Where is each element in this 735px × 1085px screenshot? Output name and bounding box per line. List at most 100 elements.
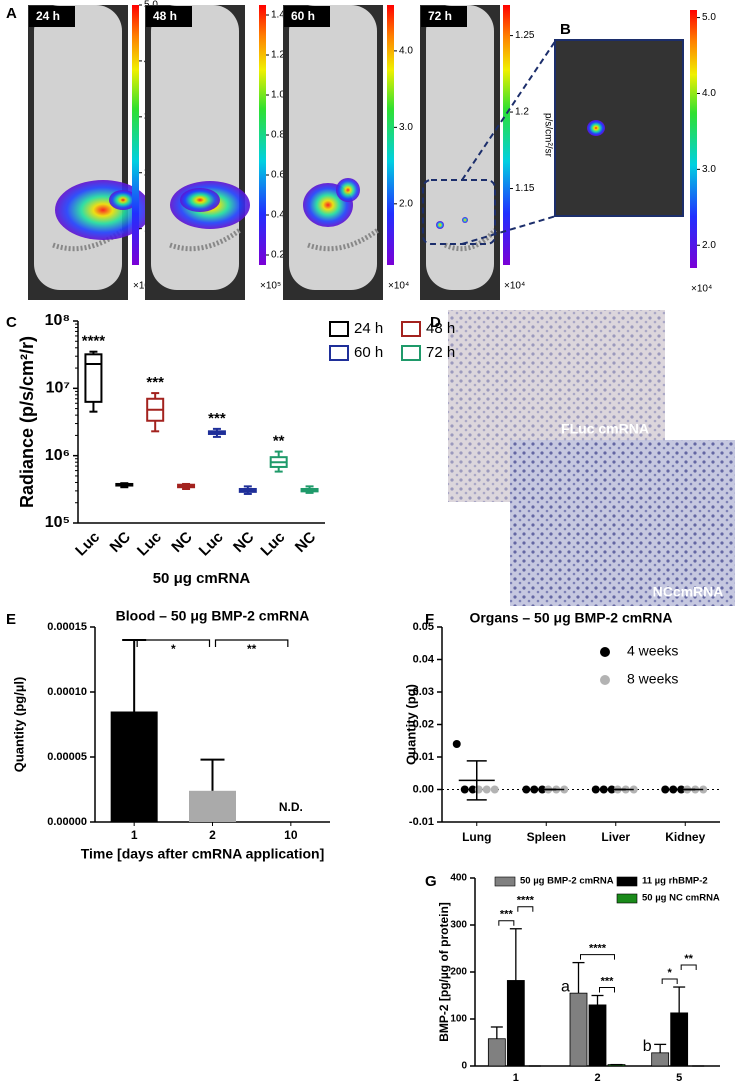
significance-label: *	[171, 642, 176, 656]
legend-label: 48 h	[426, 320, 455, 337]
colorbar	[387, 5, 394, 265]
y-tick-label: 0.00	[413, 783, 434, 795]
significance-label: *	[668, 967, 673, 979]
bar	[569, 992, 588, 1067]
colorbar-label: 1.25	[515, 30, 535, 41]
tail-marker	[443, 228, 497, 252]
legend-marker	[600, 675, 610, 685]
panel-label: B	[560, 21, 571, 38]
legend-label: 72 h	[426, 344, 455, 361]
zoom-box	[422, 179, 496, 245]
bar	[110, 711, 158, 822]
zoom-line	[461, 215, 557, 245]
x-tick-label: Liver	[601, 830, 630, 844]
zoom-line	[461, 39, 557, 181]
time-label: 72 h	[428, 9, 452, 23]
colorbar-label: 0.8	[271, 130, 285, 141]
significance-bracket	[599, 987, 615, 993]
significance-bracket	[517, 906, 534, 912]
colorbar-scale: ×10⁴	[691, 284, 712, 295]
y-tick-label: 300	[450, 920, 467, 931]
legend-swatch	[494, 876, 516, 887]
signal	[180, 188, 220, 212]
panel-label: D	[430, 314, 441, 331]
x-tick-label: Luc	[196, 529, 227, 560]
y-tick-label: 200	[450, 967, 467, 978]
y-axis-label: Radiance (p/s/cm²/r)	[17, 336, 37, 508]
x-tick-label: 2	[594, 1072, 600, 1084]
significance-bracket	[498, 920, 515, 926]
legend-label: 50 µg BMP-2 cmRNA	[520, 876, 614, 887]
y-tick-label: 100	[450, 1014, 467, 1025]
colorbar-label: 3.0	[702, 164, 716, 175]
signal	[336, 178, 360, 202]
x-tick-label: 1	[131, 828, 138, 842]
y-axis-label: BMP-2 [pg/µg of protein]	[437, 902, 451, 1042]
time-label: 48 h	[153, 9, 177, 23]
y-tick-label: 0.05	[413, 621, 434, 633]
y-tick-label: 0	[461, 1061, 467, 1072]
time-badge	[421, 6, 467, 27]
y-axis-label: Quantity (pg/µl)	[11, 677, 26, 773]
legend-label: 4 weeks	[627, 643, 678, 659]
colorbar-label: 0.4	[271, 210, 285, 221]
unit-label: p/s/cm²/sr	[542, 113, 553, 158]
colorbar-label: 1.4	[271, 10, 285, 21]
chart-title: Organs – 50 μg BMP-2 cmRNA	[469, 610, 672, 626]
time-label: 60 h	[291, 9, 315, 23]
legend-label: 24 h	[354, 320, 383, 337]
data-point	[468, 785, 477, 794]
x-tick-label: 1	[513, 1072, 519, 1084]
significance-bracket	[680, 964, 697, 971]
colorbar-scale: ×10⁵	[133, 281, 154, 292]
x-axis-label: 50 μg cmRNA	[153, 570, 251, 587]
y-tick-label: 10⁵	[45, 514, 70, 531]
x-tick-label: Luc	[257, 529, 288, 560]
x-tick-label: Luc	[134, 529, 165, 560]
x-tick-label: NC	[107, 529, 134, 556]
time-badge	[146, 6, 192, 27]
y-tick-label: 0.00000	[47, 816, 87, 828]
significance-bracket	[214, 639, 289, 647]
colorbar-label: 0.2	[271, 250, 285, 261]
significance-label: ***	[208, 410, 226, 427]
legend-marker	[600, 647, 610, 657]
significance-label: **	[273, 433, 285, 450]
legend-label: 50 µg NC cmRNA	[642, 893, 720, 904]
data-point	[482, 785, 491, 794]
colorbar	[690, 10, 697, 268]
mouse-body	[426, 5, 494, 290]
bar	[651, 1052, 670, 1067]
data-point	[474, 785, 483, 794]
time-badge	[284, 6, 330, 27]
x-tick-label: 5	[676, 1072, 682, 1084]
colorbar-label: 2.0	[399, 198, 413, 209]
group-letter: b	[643, 1038, 652, 1055]
legend-swatch	[616, 876, 638, 887]
legend-label: 60 h	[354, 344, 383, 361]
colorbar-label: 1.2	[271, 50, 285, 61]
bar	[189, 790, 236, 822]
colorbar-scale: ×10⁴	[388, 281, 409, 292]
signal	[462, 217, 468, 223]
histology-cells	[510, 440, 735, 606]
zoom-signal	[587, 120, 605, 136]
value-label: N.D.	[279, 800, 303, 814]
histology-label: NCcmRNA	[653, 584, 724, 600]
significance-label: **	[247, 642, 257, 656]
significance-bracket	[136, 639, 211, 647]
x-tick-label: Luc	[72, 529, 103, 560]
significance-label: ***	[500, 909, 514, 921]
y-tick-label: 10⁶	[45, 447, 70, 464]
box	[84, 353, 103, 403]
signal	[109, 190, 137, 210]
y-tick-label: 0.00005	[47, 751, 87, 763]
histology-label: FLuc cmRNA	[561, 421, 649, 437]
y-tick-label: 10⁷	[46, 380, 70, 397]
legend-label: 8 weeks	[627, 671, 678, 687]
colorbar	[503, 5, 510, 265]
legend-swatch	[401, 345, 421, 361]
y-tick-label: 0.00015	[47, 621, 87, 633]
data-point	[522, 785, 531, 794]
